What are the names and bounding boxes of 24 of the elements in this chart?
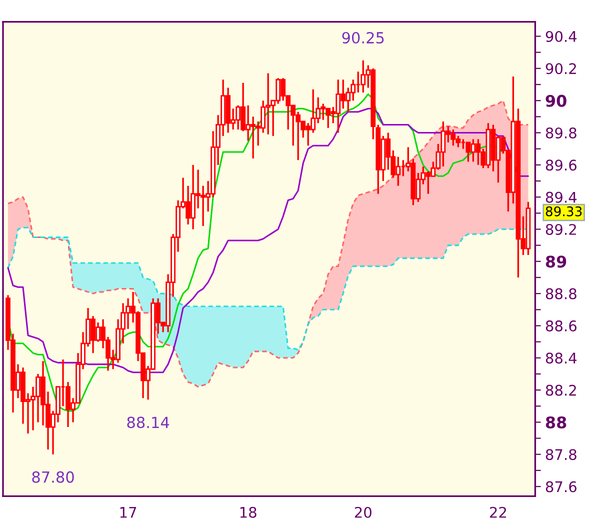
y-tick-label: 88.8: [546, 288, 576, 300]
y-tick-label: 88.6: [546, 320, 576, 332]
y-tick-label: 89.8: [546, 127, 576, 138]
y-tick-label: 88.4: [546, 352, 577, 364]
y-tick-label: 90.4: [546, 30, 577, 42]
annotation: 90.25: [342, 32, 384, 44]
y-tick-label: 87.8: [546, 449, 576, 460]
x-tick-label: 18: [240, 506, 256, 518]
y-tick-label: 89.4: [546, 192, 577, 203]
annotation: 87.80: [32, 471, 74, 483]
y-tick-label: 90: [546, 94, 566, 107]
x-tick-label: 20: [354, 506, 372, 518]
x-tick-label: 17: [120, 507, 136, 518]
text: 89.33: [546, 206, 582, 216]
y-tick-label: 89.6: [546, 160, 576, 171]
y-tick-label: 89: [546, 256, 566, 268]
y-tick-label: 90.2: [546, 63, 576, 74]
x-tick-label: 22: [490, 506, 506, 518]
annotation: 88.14: [127, 416, 170, 428]
y-tick-label: 87.6: [546, 481, 576, 492]
y-tick-label: 89.2: [546, 224, 576, 235]
y-tick-label: 88.2: [546, 384, 576, 396]
line-series: [7, 226, 529, 351]
y-tick-label: 88: [546, 416, 566, 428]
